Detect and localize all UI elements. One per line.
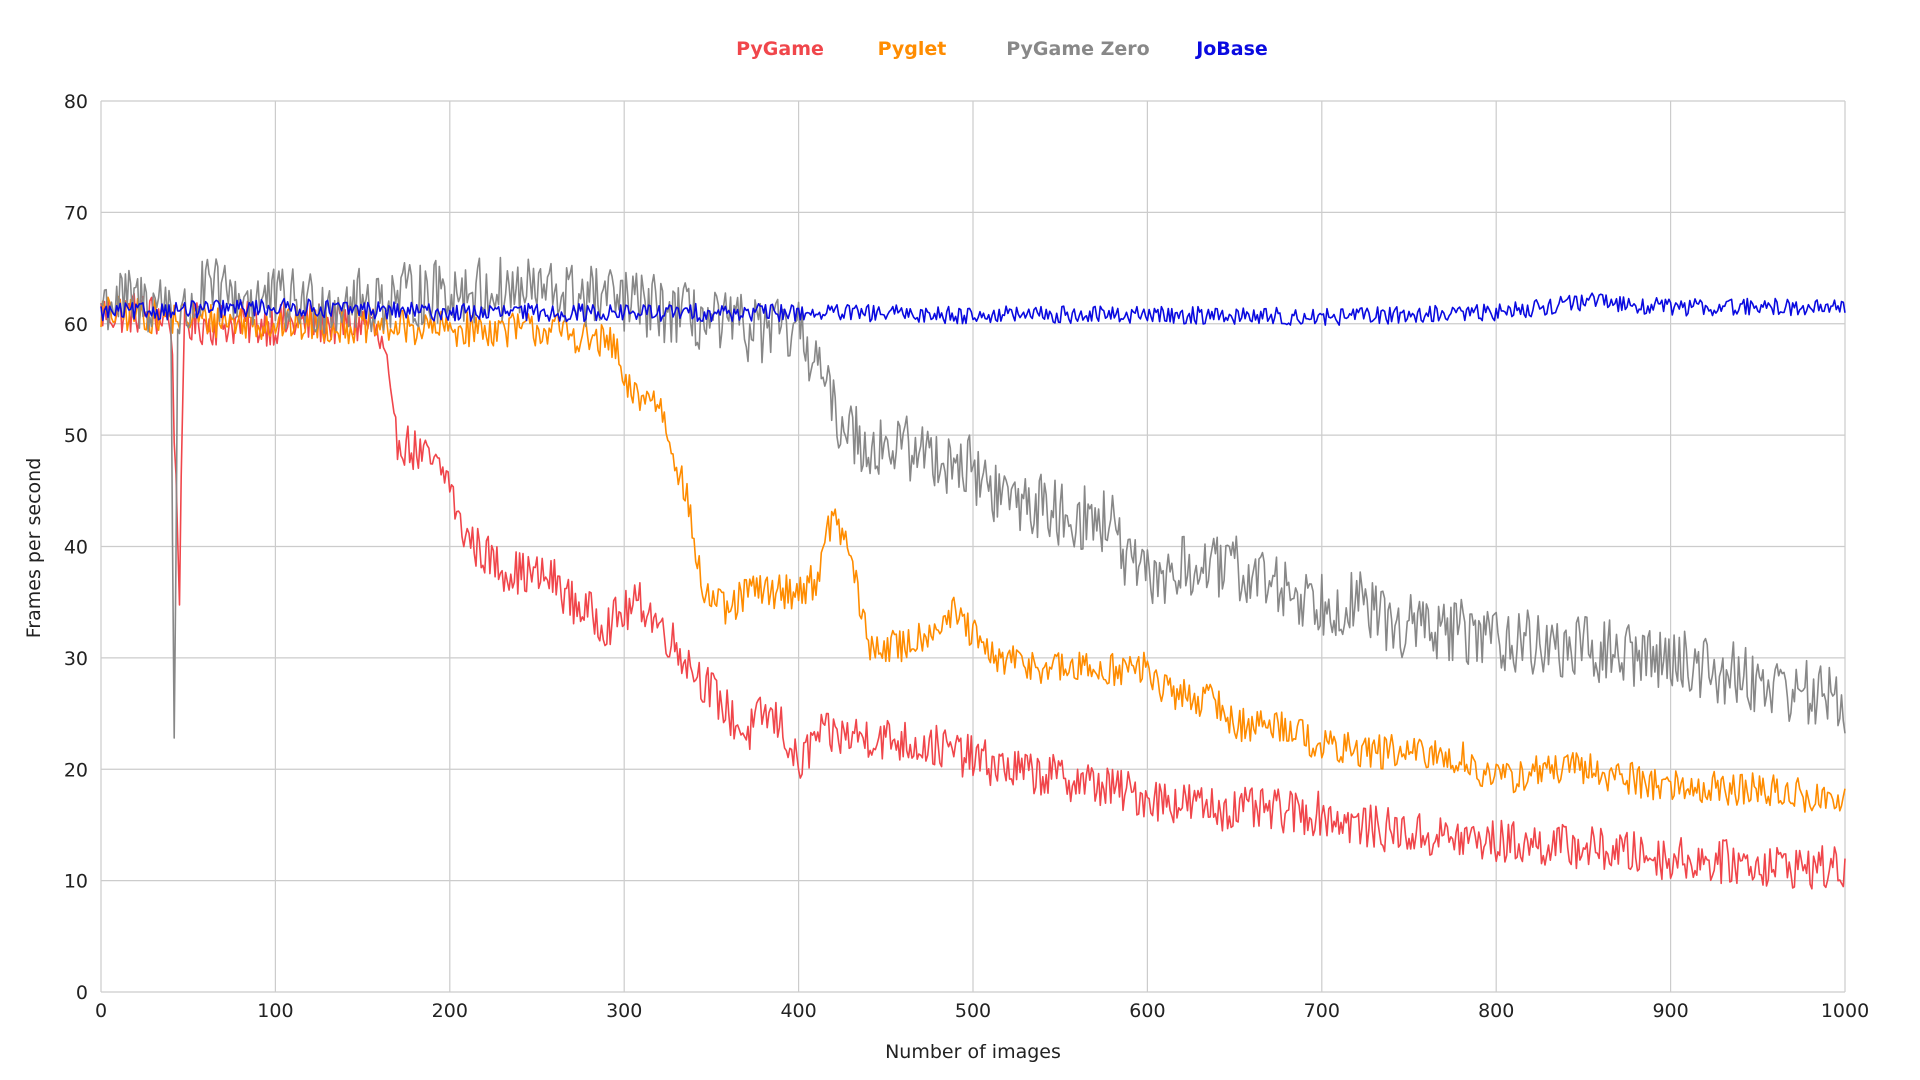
x-tick-label: 400 bbox=[780, 1000, 816, 1022]
x-tick-label: 900 bbox=[1652, 1000, 1688, 1022]
legend: PyGame Pyglet PyGame Zero JoBase bbox=[736, 38, 1268, 60]
x-tick-label: 100 bbox=[257, 1000, 293, 1022]
x-tick-label: 600 bbox=[1129, 1000, 1165, 1022]
axis-ticks: 0 100 200 300 400 500 600 700 800 900 1000 0 10 20 30 4… bbox=[64, 91, 1869, 1022]
x-tick-label: 0 bbox=[95, 1000, 107, 1022]
legend-item-pyglet: Pyglet bbox=[878, 38, 947, 60]
y-tick-label: 10 bbox=[64, 871, 88, 893]
x-tick-label: 700 bbox=[1304, 1000, 1340, 1022]
series-line-jobase bbox=[100, 292, 1846, 326]
y-tick-label: 20 bbox=[64, 759, 88, 781]
gridlines bbox=[100, 100, 1846, 993]
series-lines bbox=[100, 256, 1846, 890]
series-line-pygame-zero bbox=[100, 256, 1846, 739]
legend-item-pygame: PyGame bbox=[736, 38, 824, 60]
y-tick-label: 80 bbox=[64, 91, 88, 113]
y-tick-label: 60 bbox=[64, 314, 88, 336]
legend-item-jobase: JoBase bbox=[1194, 38, 1268, 60]
x-tick-label: 500 bbox=[955, 1000, 991, 1022]
series-line-pyglet bbox=[100, 295, 1846, 813]
series-line-pygame bbox=[100, 292, 1846, 890]
x-tick-label: 200 bbox=[432, 1000, 468, 1022]
y-tick-label: 0 bbox=[76, 982, 88, 1004]
x-tick-label: 300 bbox=[606, 1000, 642, 1022]
y-axis-title: Frames per second bbox=[23, 458, 45, 639]
y-tick-label: 40 bbox=[64, 537, 88, 559]
x-axis-title: Number of images bbox=[885, 1041, 1061, 1063]
y-tick-label: 70 bbox=[64, 202, 88, 224]
x-tick-label: 800 bbox=[1478, 1000, 1514, 1022]
y-tick-label: 30 bbox=[64, 648, 88, 670]
y-tick-label: 50 bbox=[64, 425, 88, 447]
legend-item-pygame-zero: PyGame Zero bbox=[1006, 38, 1149, 60]
x-tick-label: 1000 bbox=[1821, 1000, 1869, 1022]
